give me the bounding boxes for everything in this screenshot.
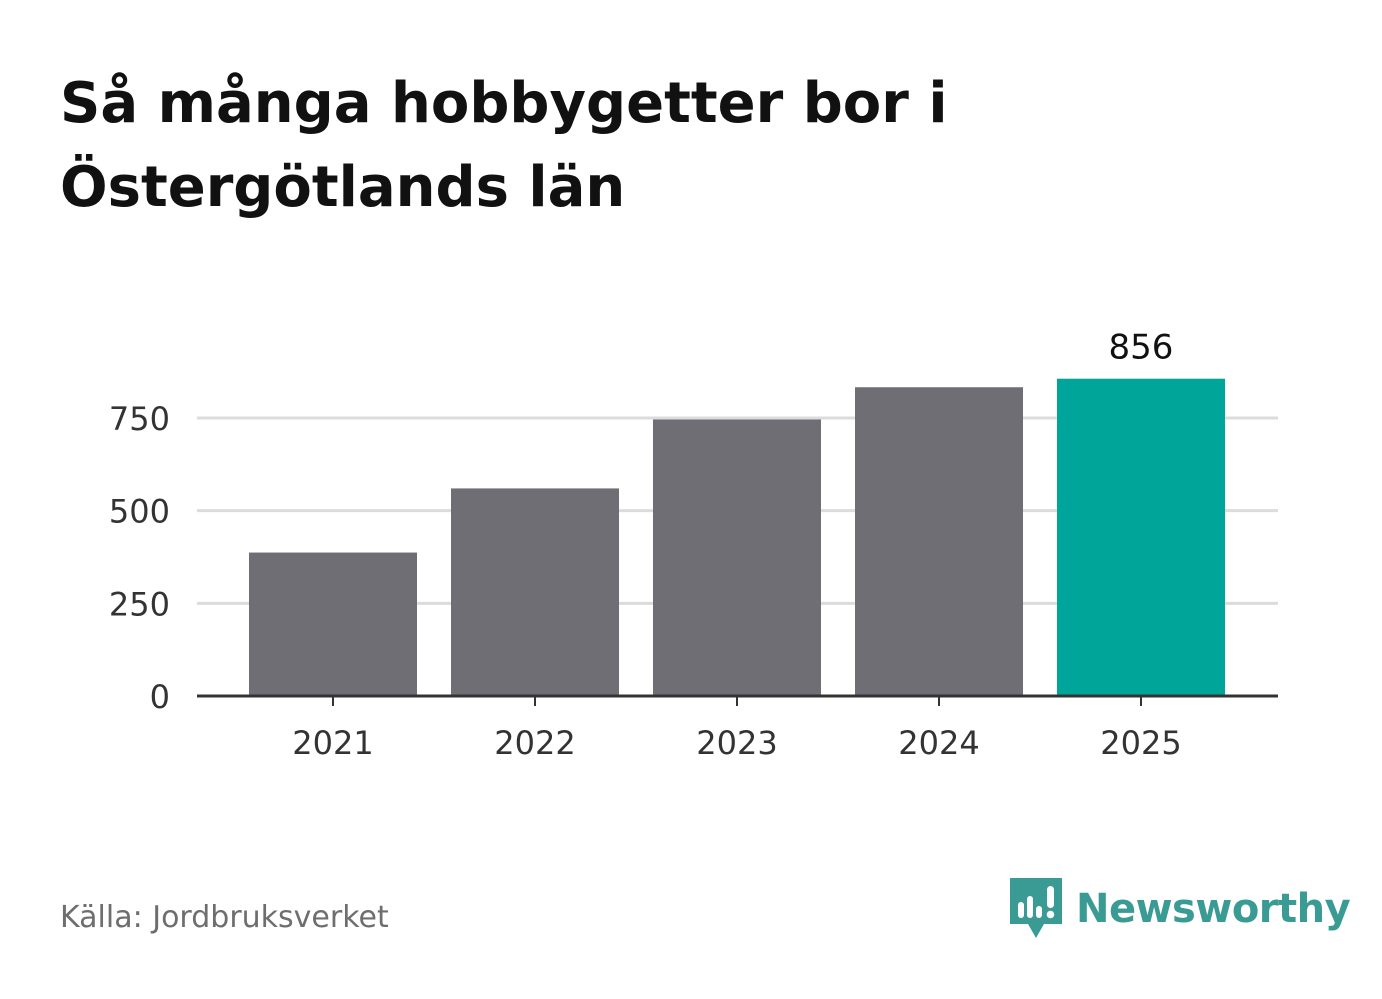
y-tick-label: 250 [109,585,170,623]
bar-2023 [653,419,821,696]
bar-2021 [249,552,417,696]
data-label: 856 [1109,328,1174,368]
newsworthy-logo-icon [1010,878,1062,938]
y-tick-label: 500 [109,493,170,531]
source-note: Källa: Jordbruksverket [60,900,389,935]
x-tick-label: 2023 [696,724,777,762]
bar-2024 [855,387,1023,696]
x-tick-label: 2024 [898,724,979,762]
brand-name: Newsworthy [1076,886,1351,932]
chart-title: Så många hobbygetter bor i Östergötlands… [60,71,948,220]
bars [249,378,1225,696]
axes [197,694,1278,706]
x-tick-label: 2025 [1100,724,1181,762]
x-tick-label: 2022 [494,724,575,762]
brand: Newsworthy [1010,878,1351,940]
labels: 0 250 500 750 2021 2022 2023 2024 2025 856 [109,328,1182,762]
x-tick-label: 2021 [292,724,373,762]
y-tick-label: 750 [109,400,170,438]
bar-2022 [451,488,619,696]
bar-2025 [1057,378,1225,696]
y-tick-label: 0 [150,678,170,716]
